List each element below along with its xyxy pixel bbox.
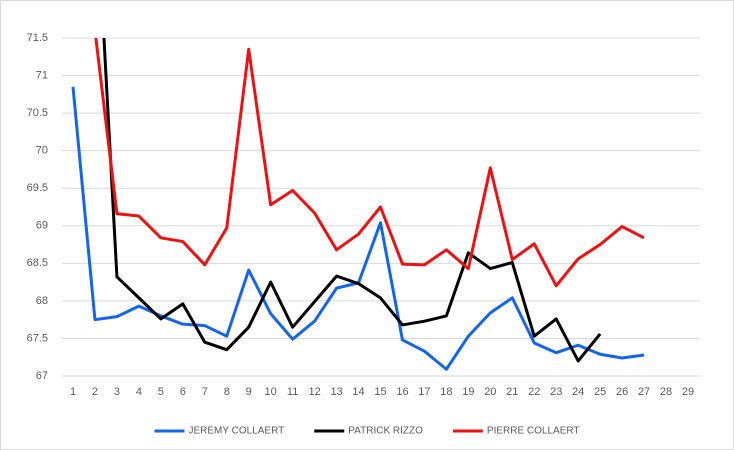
x-tick-label: 9 bbox=[246, 386, 252, 398]
x-tick-label: 26 bbox=[616, 386, 628, 398]
plot bbox=[71, 38, 645, 371]
x-tick-label: 16 bbox=[396, 386, 408, 398]
x-tick-label: 8 bbox=[224, 386, 230, 398]
legend: JEREMY COLLAERT PATRICK RIZZO PIERRE COLLA… bbox=[154, 426, 580, 437]
y-tick-label: 67.5 bbox=[27, 332, 48, 344]
x-tick-label: 22 bbox=[528, 386, 540, 398]
y-tick-label: 71.5 bbox=[27, 32, 48, 44]
x-tick-label: 19 bbox=[462, 386, 474, 398]
x-tick-label: 18 bbox=[440, 386, 452, 398]
y-tick-label: 68 bbox=[36, 295, 48, 307]
x-tick-label: 17 bbox=[418, 386, 430, 398]
x-tick-label: 2 bbox=[92, 386, 98, 398]
x-tick-label: 24 bbox=[572, 386, 584, 398]
x-tick-label: 11 bbox=[287, 386, 298, 398]
x-tick-label: 10 bbox=[265, 386, 277, 398]
x-tick-label: 6 bbox=[180, 386, 186, 398]
x-tick-label: 14 bbox=[352, 386, 364, 398]
legend-label: PATRICK RIZZO bbox=[348, 426, 423, 437]
x-tick-label: 4 bbox=[136, 386, 142, 398]
x-tick-label: 28 bbox=[660, 386, 672, 398]
x-tick-label: 12 bbox=[308, 386, 320, 398]
x-tick-label: 27 bbox=[638, 386, 650, 398]
x-tick-label: 25 bbox=[594, 386, 606, 398]
y-tick-label: 68.5 bbox=[27, 257, 48, 269]
x-tick-label: 20 bbox=[484, 386, 496, 398]
y-tick-label: 71 bbox=[36, 69, 48, 81]
x-tick-label: 23 bbox=[550, 386, 562, 398]
x-tick-label: 3 bbox=[114, 386, 120, 398]
x-tick-label: 7 bbox=[202, 386, 208, 398]
x-tick-label: 1 bbox=[70, 386, 76, 398]
series-line bbox=[94, 38, 645, 288]
y-tick-label: 69.5 bbox=[27, 182, 48, 194]
x-tick-label: 13 bbox=[330, 386, 342, 398]
x-tick-label: 29 bbox=[682, 386, 694, 398]
legend-label: JEREMY COLLAERT bbox=[188, 426, 284, 437]
x-tick-label: 5 bbox=[158, 386, 164, 398]
y-tick-label: 70 bbox=[36, 145, 48, 157]
grid bbox=[62, 37, 700, 377]
y-tick-label: 70.5 bbox=[27, 107, 48, 119]
y-tick-label: 67 bbox=[36, 370, 48, 382]
legend-label: PIERRE COLLAERT bbox=[487, 426, 580, 437]
x-tick-label: 15 bbox=[374, 386, 386, 398]
y-tick-label: 69 bbox=[36, 220, 48, 232]
series-line bbox=[102, 38, 602, 363]
x-tick-label: 21 bbox=[506, 386, 518, 398]
